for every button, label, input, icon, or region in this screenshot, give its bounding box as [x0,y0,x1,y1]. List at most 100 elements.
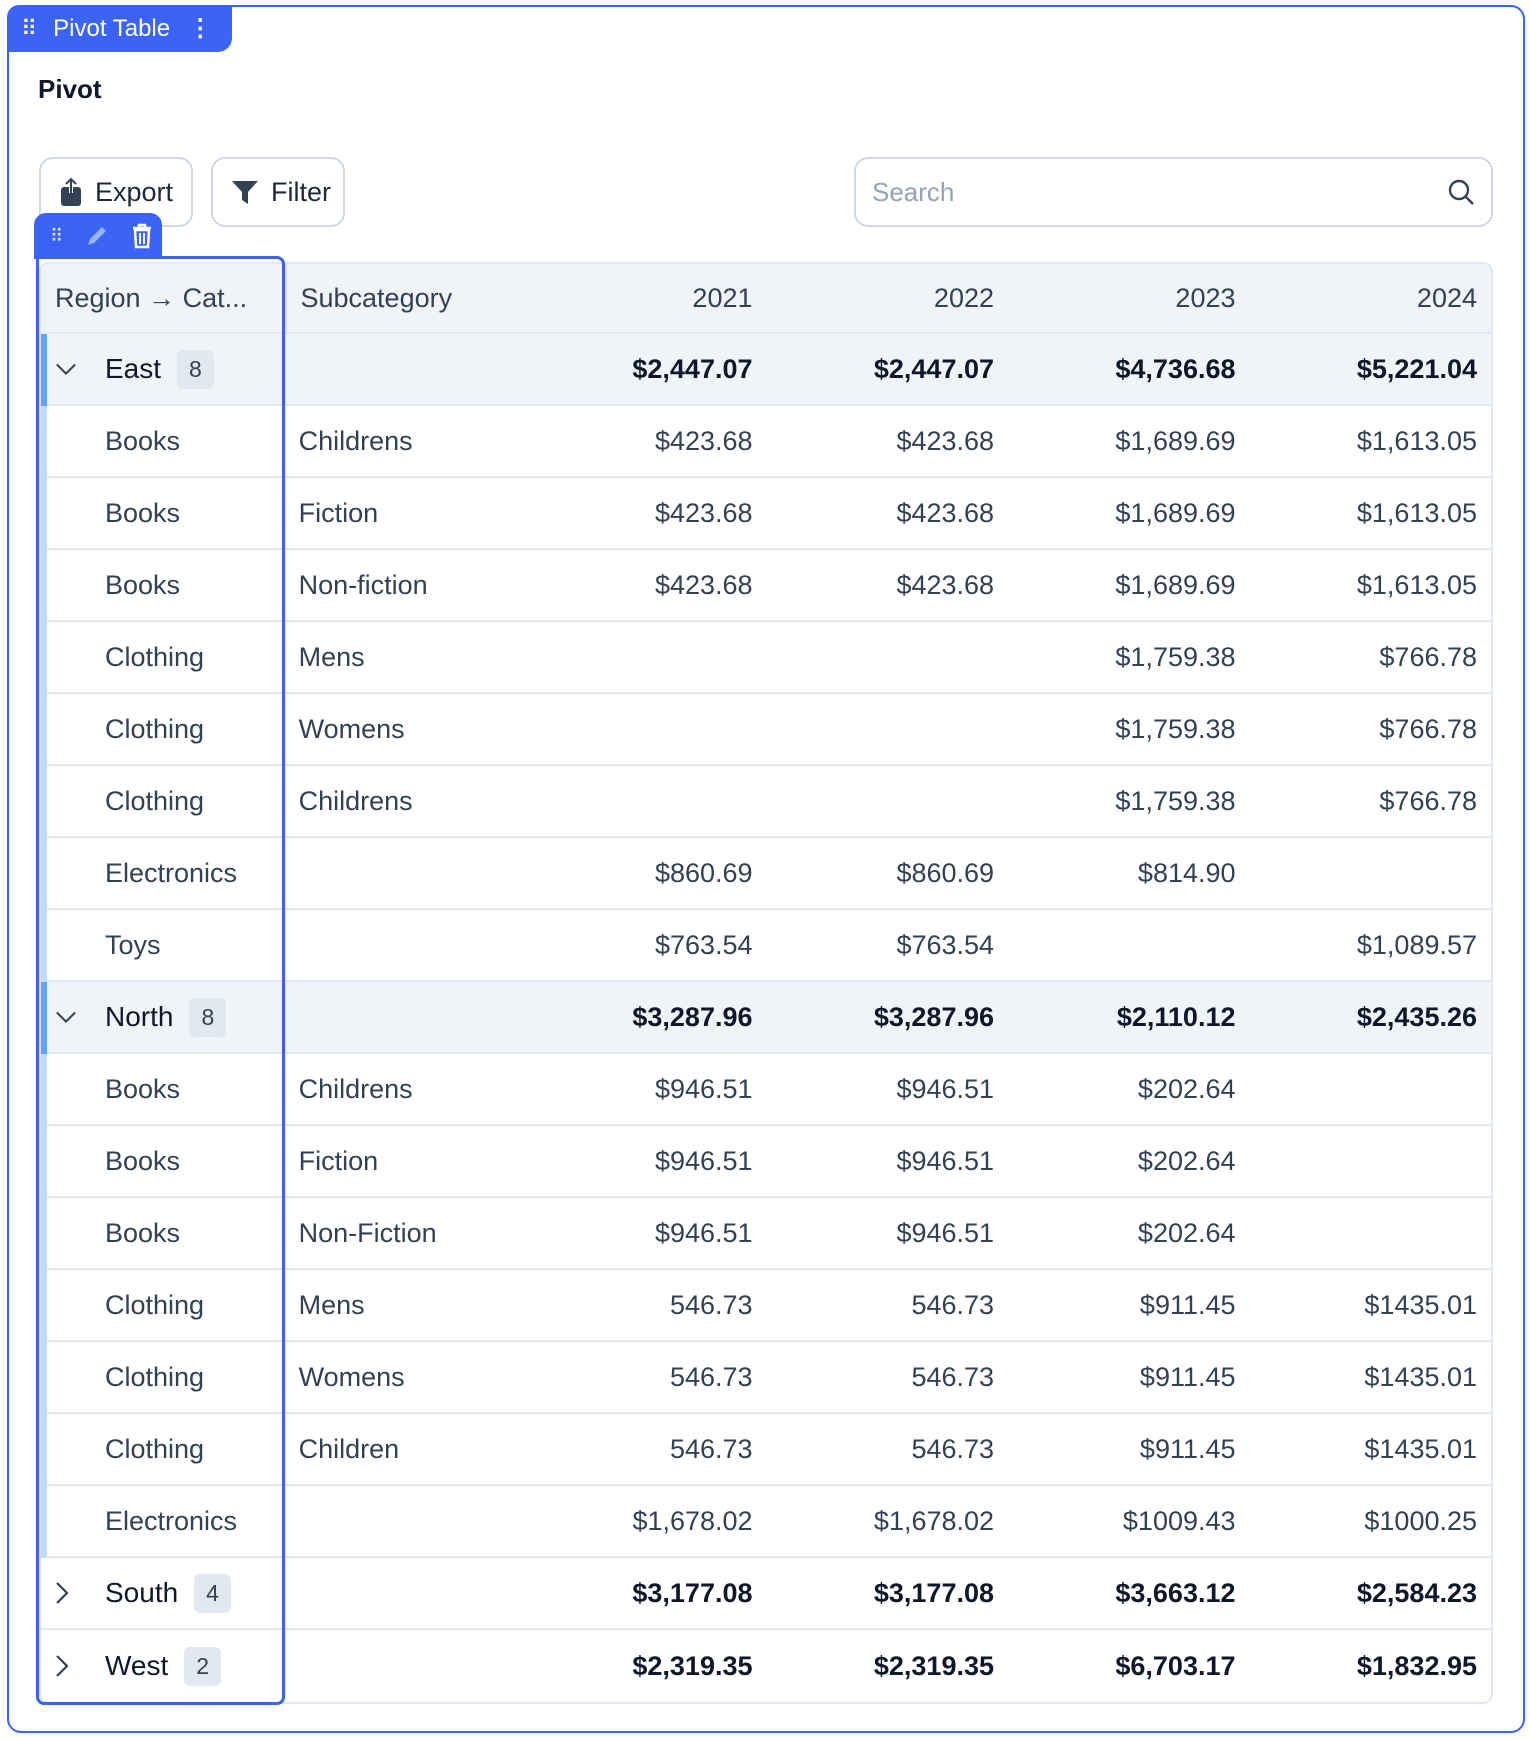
child-accent-bar [41,1486,47,1558]
value-cell-2023: $2,110.12 [1116,1001,1236,1032]
value-cell-2022: 546.73 [911,1433,995,1464]
value-cell-2023: $814.90 [1137,857,1236,888]
more-options-icon[interactable]: ⋮ [188,15,213,42]
widget-title-tab[interactable]: ⠿ Pivot Table ⋮ [7,5,232,52]
value-cell-2022: 546.73 [911,1289,995,1320]
group-label: East [105,353,162,384]
subcategory-cell [285,1630,526,1702]
category-cell: Books [105,1217,181,1248]
value-cell-2023: $202.64 [1137,1073,1236,1104]
chevron-down-icon[interactable] [55,1010,77,1024]
export-icon [61,177,81,206]
value-cell-2022: $763.54 [896,929,995,960]
search-box[interactable] [854,157,1493,227]
column-header-2024[interactable]: 2024 [1416,282,1477,313]
group-accent-bar [41,982,47,1054]
table-row: Books Fiction $946.51 $946.51 $202.64 [41,1126,1491,1198]
child-accent-bar [41,1126,47,1198]
value-cell-2023: $1,689.69 [1115,425,1236,456]
column-header-2023[interactable]: 2023 [1175,282,1236,313]
child-accent-bar [41,766,47,838]
value-cell-2024: $2,584.23 [1356,1577,1477,1608]
child-accent-bar [41,1342,47,1414]
table-row: Clothing Mens $1,759.38 $766.78 [41,622,1491,694]
group-row-west[interactable]: West 2 $2,319.35 $2,319.35 $6,703.17 $1,832.9… [41,1630,1491,1702]
value-cell-2024: $1,613.05 [1356,497,1478,528]
category-cell: Books [105,425,181,456]
value-cell-2021: 546.73 [669,1433,753,1464]
value-cell-2021: $2,319.35 [632,1650,753,1681]
category-cell: Clothing [105,641,205,672]
group-accent-bar [41,334,47,406]
value-cell-2024: $766.78 [1379,785,1478,816]
table-row: Books Non-Fiction $946.51 $946.51 $202.64 [41,1198,1491,1270]
child-accent-bar [41,550,47,622]
widget-title: Pivot Table [53,14,171,42]
filter-label: Filter [271,176,331,207]
child-accent-bar [41,1270,47,1342]
category-cell: Clothing [105,1289,205,1320]
pivot-widget-frame [7,5,1525,1733]
value-cell-2021: $423.68 [654,425,753,456]
page-title: Pivot [38,74,102,104]
value-cell-2022: $1,678.02 [873,1505,995,1536]
value-cell-2023: $6,703.17 [1115,1650,1236,1681]
child-accent-bar [41,838,47,910]
value-cell-2022: $946.51 [896,1073,995,1104]
value-cell-2024: $766.78 [1379,641,1478,672]
chevron-right-icon[interactable] [55,1654,77,1678]
group-row-north[interactable]: North 8 $3,287.96 $3,287.96 $2,110.12 $2,435.… [41,982,1491,1054]
value-cell-2022: $946.51 [896,1145,995,1176]
column-header-region-category[interactable]: Region → Cat... [55,282,248,313]
value-cell-2024: $5,221.04 [1356,353,1477,384]
value-cell-2024: $1,832.95 [1356,1650,1477,1681]
child-accent-bar [41,478,47,550]
category-cell: Toys [105,929,161,960]
child-accent-bar [41,694,47,766]
table-row: Clothing Womens 546.73 546.73 $911.45 $1435.0… [41,1342,1491,1414]
value-cell-2024: $1,613.05 [1356,425,1478,456]
value-cell-2022: $2,319.35 [873,1650,994,1681]
value-cell-2024: $766.78 [1379,713,1478,744]
group-row-east[interactable]: East 8 $2,447.07 $2,447.07 $4,736.68 $5,221.0… [41,334,1491,406]
group-row-south[interactable]: South 4 $3,177.08 $3,177.08 $3,663.12 $2,584.… [41,1558,1491,1630]
export-label: Export [95,176,174,207]
delete-icon[interactable] [131,223,153,249]
value-cell-2021: 546.73 [669,1361,753,1392]
subcategory-cell: Womens [298,1361,405,1392]
drag-handle-icon[interactable]: ⠿ [21,15,37,41]
group-label: North [105,1001,174,1032]
group-label: West [105,1650,169,1681]
chevron-down-icon[interactable] [55,362,77,376]
value-cell-2021: $860.69 [654,857,753,888]
search-icon[interactable] [1447,178,1475,206]
value-cell-2024: $1000.25 [1364,1505,1478,1536]
category-cell: Electronics [105,1505,238,1536]
value-cell-2021: $423.68 [654,569,753,600]
subcategory-cell [285,910,525,980]
chevron-right-icon[interactable] [55,1581,77,1605]
subcategory-cell [285,838,525,908]
search-input[interactable] [872,176,1447,208]
value-cell-2022: $2,447.07 [873,353,994,384]
column-drag-icon[interactable]: ⠿ [50,225,64,246]
filter-button[interactable]: Filter [211,157,345,227]
table-row: Books Non-fiction $423.68 $423.68 $1,689.69 $… [41,550,1491,622]
column-header-2021[interactable]: 2021 [692,282,753,313]
value-cell-2021: 546.73 [669,1289,753,1320]
value-cell-2022: 546.73 [911,1361,995,1392]
child-accent-bar [41,622,47,694]
value-cell-2023: $202.64 [1137,1217,1236,1248]
group-label: South [105,1577,179,1608]
value-cell-2024: $1435.01 [1364,1289,1478,1320]
category-cell: Clothing [105,785,205,816]
value-cell-2023: $1,759.38 [1115,713,1236,744]
value-cell-2023: $911.45 [1139,1433,1236,1464]
subcategory-cell: Mens [298,641,365,672]
column-header-subcategory[interactable]: Subcategory [284,264,526,332]
edit-icon[interactable] [85,224,109,248]
category-cell: Books [105,1073,181,1104]
row-header-cell: East 8 [41,334,285,404]
category-cell: Clothing [105,1433,205,1464]
column-header-2022[interactable]: 2022 [933,282,994,313]
